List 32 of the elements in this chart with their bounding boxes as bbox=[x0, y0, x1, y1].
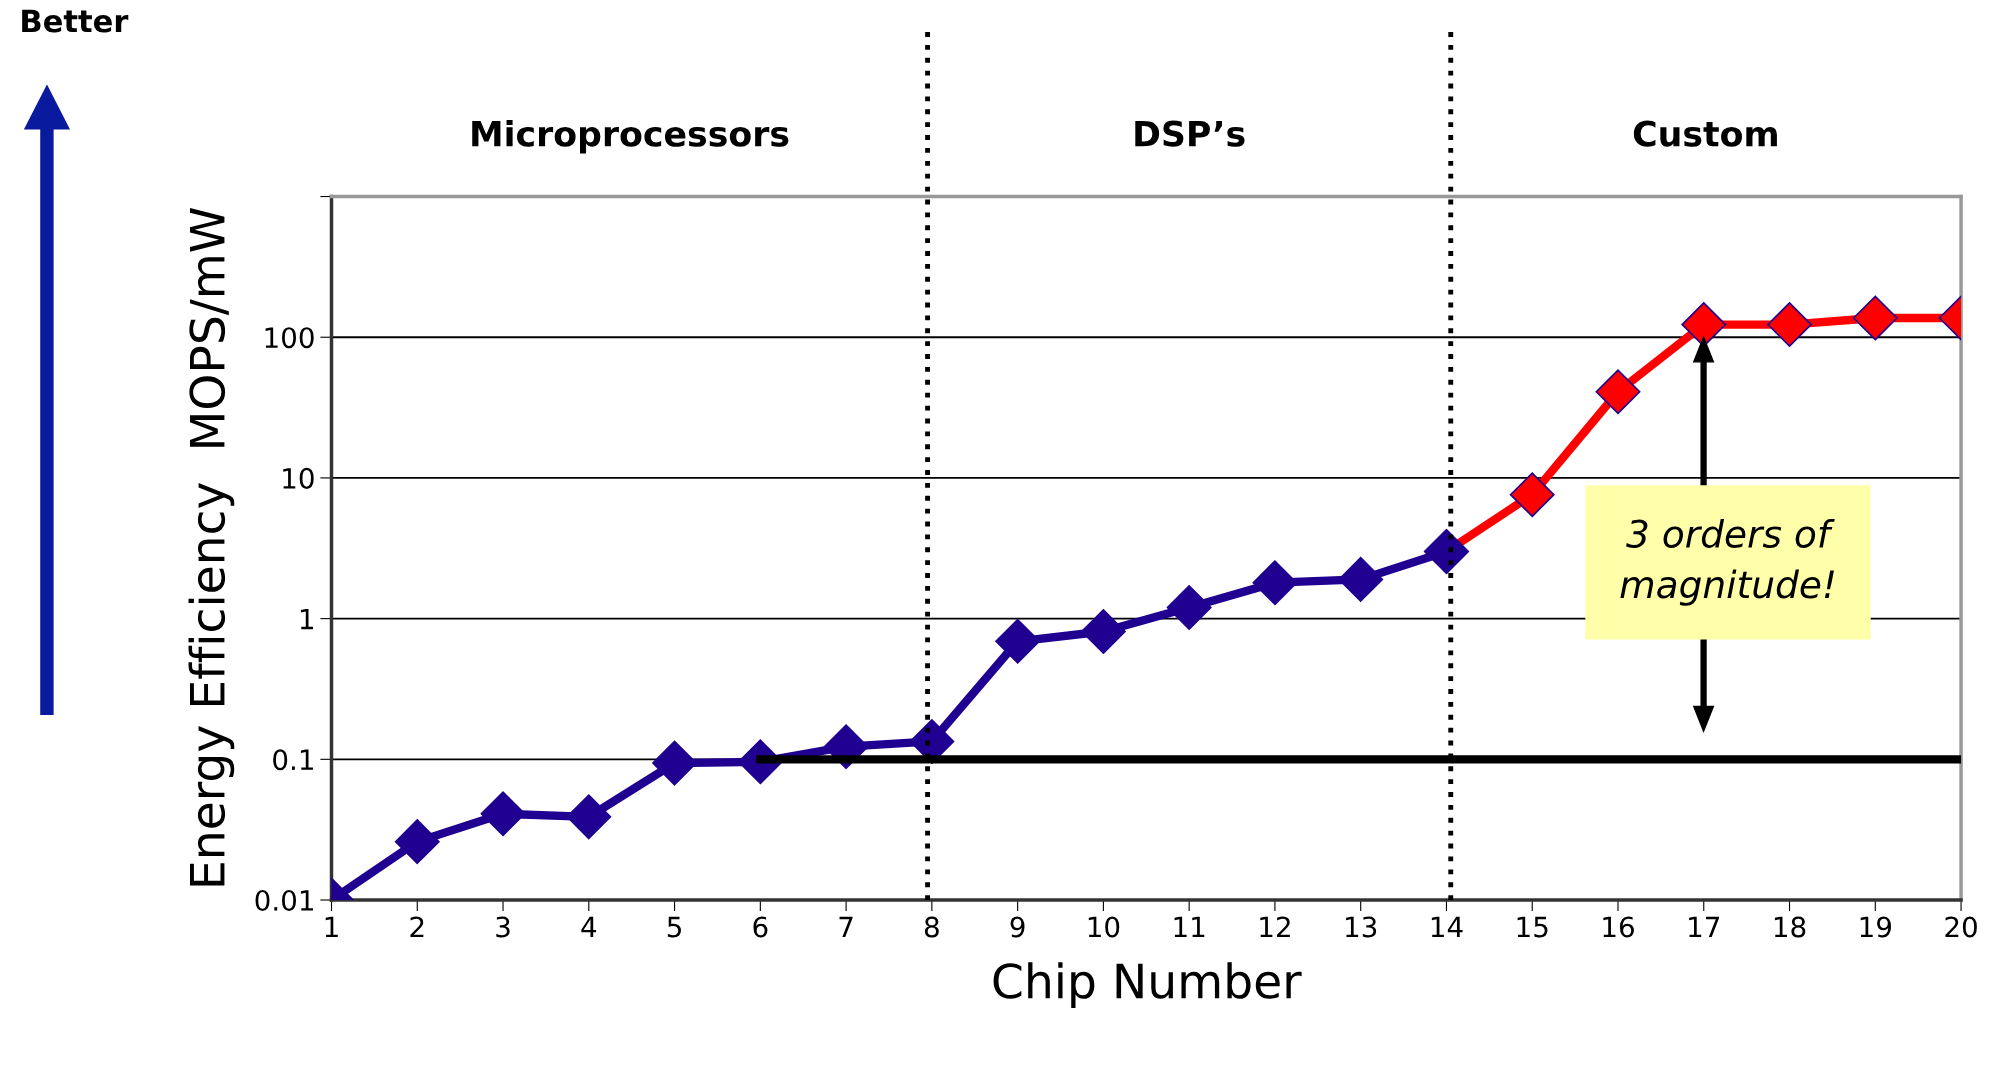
x-tick-label: 4 bbox=[581, 916, 597, 938]
x-tick-label: 18 bbox=[1774, 916, 1806, 938]
x-tick-label: 1 bbox=[325, 916, 338, 938]
x-tick-label: 7 bbox=[839, 916, 853, 938]
x-tick-label: 8 bbox=[924, 916, 939, 938]
y-tick-label: 100 bbox=[265, 327, 314, 349]
x-tick-label: 9 bbox=[1010, 916, 1025, 938]
x-tick-label: 2 bbox=[410, 916, 424, 938]
x-tick-label: 13 bbox=[1346, 916, 1377, 938]
x-tick-label: 6 bbox=[753, 916, 768, 938]
x-axis-title: Chip Number bbox=[993, 962, 1302, 1009]
x-tick-label: 12 bbox=[1260, 916, 1290, 938]
text: Custom bbox=[1633, 120, 1777, 147]
x-tick-label: 20 bbox=[1945, 916, 1977, 938]
y-tick-label: 1 bbox=[300, 608, 313, 630]
text: Microprocessors bbox=[472, 119, 789, 154]
x-tick-label: 19 bbox=[1860, 916, 1892, 938]
annotation: 3 orders of magnitude! bbox=[1620, 518, 1835, 606]
y-tick-label: 0.01 bbox=[255, 889, 313, 911]
x-tick-label: 14 bbox=[1431, 916, 1463, 938]
x-tick-label: 17 bbox=[1689, 916, 1720, 938]
x-tick-label: 5 bbox=[667, 916, 681, 938]
text: DSP’s bbox=[1135, 120, 1245, 147]
x-tick-label: 16 bbox=[1603, 916, 1634, 938]
y-tick-label: 10 bbox=[283, 467, 314, 489]
x-tick-label: 10 bbox=[1088, 916, 1120, 938]
x-tick-label: 3 bbox=[496, 916, 510, 938]
x-tick-label: 11 bbox=[1174, 916, 1205, 938]
y-axis-title: Energy Efficiency MOPS/mW bbox=[188, 208, 235, 886]
text: Better bbox=[22, 9, 129, 33]
y-tick-label: 0.1 bbox=[273, 749, 313, 771]
x-tick-label: 15 bbox=[1517, 916, 1548, 938]
